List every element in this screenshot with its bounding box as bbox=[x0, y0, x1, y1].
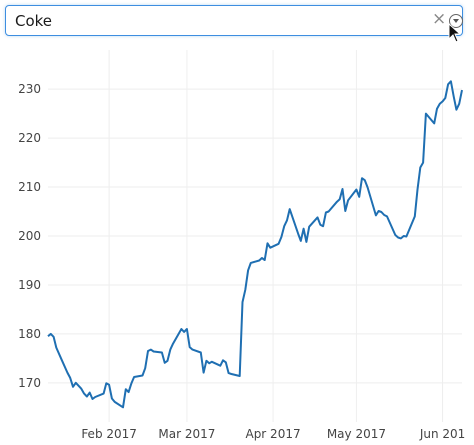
x-tick-label: Feb 2017 bbox=[81, 427, 137, 441]
y-tick-label: 190 bbox=[18, 278, 41, 292]
x-tick-label: Jun 201 bbox=[419, 427, 465, 441]
search-select-value: Coke bbox=[15, 12, 53, 30]
chart-grid bbox=[48, 50, 462, 422]
y-tick-label: 170 bbox=[18, 376, 41, 390]
x-axis-ticks: Feb 2017 Mar 2017 Apr 2017 May 2017 Jun 201 bbox=[81, 427, 465, 441]
y-axis-ticks: 170 180 190 200 210 220 230 bbox=[18, 82, 41, 390]
close-icon[interactable]: × bbox=[432, 9, 447, 29]
x-tick-label: Apr 2017 bbox=[245, 427, 300, 441]
mouse-pointer-icon bbox=[448, 23, 462, 43]
x-tick-label: May 2017 bbox=[327, 427, 386, 441]
y-tick-label: 220 bbox=[18, 131, 41, 145]
y-tick-label: 180 bbox=[18, 327, 41, 341]
chevron-down-icon[interactable] bbox=[449, 14, 463, 28]
series-line bbox=[47, 80, 463, 409]
x-tick-label: Mar 2017 bbox=[158, 427, 215, 441]
y-tick-label: 230 bbox=[18, 82, 41, 96]
y-tick-label: 200 bbox=[18, 229, 41, 243]
y-tick-label: 210 bbox=[18, 180, 41, 194]
search-select[interactable]: Coke × bbox=[5, 5, 463, 36]
